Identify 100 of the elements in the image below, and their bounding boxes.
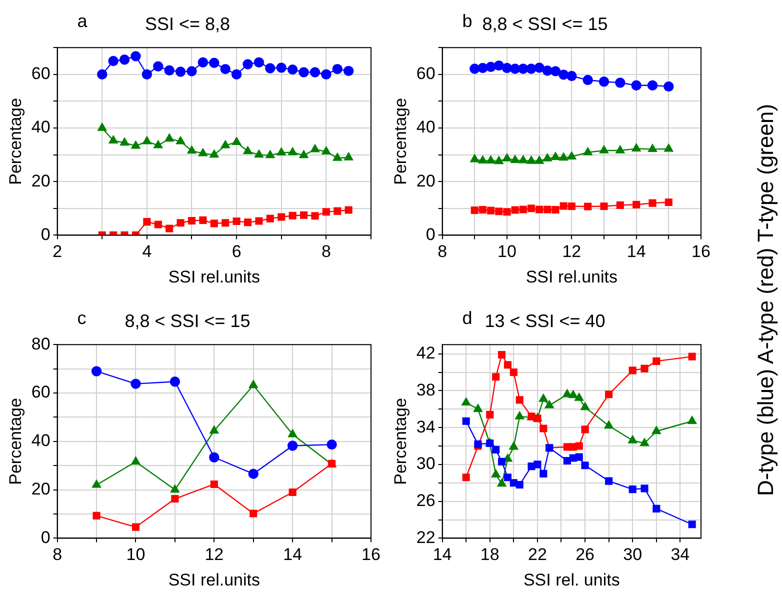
y-tick-label: 30 [416,454,436,474]
point [688,352,696,360]
text: a [77,10,88,31]
point [119,54,130,65]
point [568,390,578,398]
point [575,442,583,450]
point [540,424,548,432]
point [232,137,242,146]
y-axis-title: Percentage [390,98,410,185]
x-tick-label: 6 [232,242,242,262]
point [688,416,697,424]
point [542,153,552,162]
point [210,480,218,488]
point [232,217,240,226]
point [628,366,636,374]
x-tick-label: 10 [126,545,146,564]
x-tick-label: 8 [321,242,331,262]
point [640,438,649,446]
x-tick-label: 2 [52,242,62,262]
y-tick-label: 20 [31,479,50,498]
chart-title: 8,8 < SSI <= 15 [482,14,608,34]
y-tick-label: 34 [416,417,436,436]
point [567,152,576,160]
point [664,81,674,92]
point [550,66,561,76]
point [92,480,102,488]
x-axis-title: SSI rel.units [168,267,260,286]
x-tick-label: 18 [480,545,500,564]
point [566,70,577,82]
point [287,440,298,451]
point [503,208,511,216]
point [120,138,130,146]
point [582,74,593,86]
point [276,62,286,73]
point [231,69,242,80]
point [98,122,107,131]
point [605,390,613,398]
y-tick-label: 0 [40,224,50,244]
point [462,398,471,406]
point [518,155,528,164]
point [519,206,527,214]
point [470,154,480,162]
point [288,147,298,156]
point [647,80,658,90]
point [486,156,496,164]
point [510,155,520,164]
point [299,150,308,158]
point [648,199,656,207]
point [486,62,496,72]
point [187,146,196,154]
y-tick-label: 40 [31,431,50,450]
point [92,512,100,520]
point [632,144,641,152]
point [538,394,548,402]
point [616,201,624,209]
point [130,378,141,389]
point [220,64,230,74]
point [648,144,657,152]
point [186,66,197,76]
point [494,60,504,71]
x-tick-label: 10 [498,242,516,262]
point [599,145,608,154]
point [487,206,495,214]
point [108,56,118,66]
point [266,150,275,158]
point [631,80,642,90]
point [298,67,309,78]
y-tick-label: 22 [416,528,436,547]
point [255,217,263,225]
point [652,357,660,365]
point [628,486,636,494]
point [220,140,230,148]
point [332,64,342,74]
text: b [462,10,472,31]
x-tick-label: 12 [562,242,582,262]
point [462,474,470,482]
x-tick-label: 16 [692,242,710,262]
point [91,366,102,376]
text: d [462,308,472,328]
point [494,156,504,164]
point [544,400,554,408]
point [166,224,174,232]
y-tick-label: 60 [31,64,50,84]
x-tick-label: 34 [670,545,690,564]
point [175,66,186,77]
point [560,202,568,210]
point [580,402,590,410]
text: c [77,308,86,328]
x-tick-label: 30 [623,545,642,564]
point [310,67,320,78]
y-tick-label: 20 [31,171,50,190]
point [170,376,180,387]
point [583,147,592,156]
point [322,208,330,216]
y-tick-label: 0 [40,528,50,547]
point [534,62,544,73]
point [332,152,342,161]
point [516,396,524,404]
y-axis-title: Percentage [390,398,410,485]
point [498,458,506,466]
